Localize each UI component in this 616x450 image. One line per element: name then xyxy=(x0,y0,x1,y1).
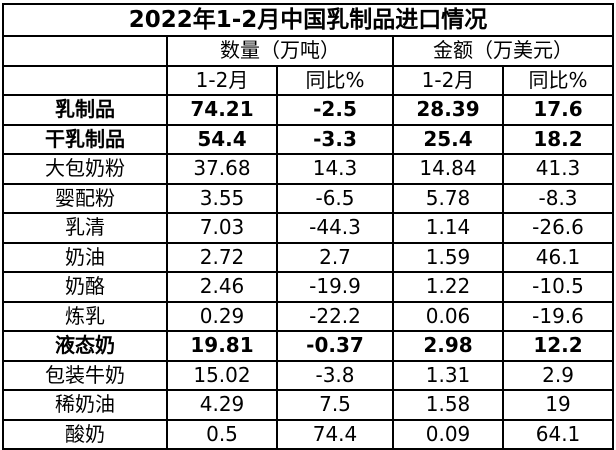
table-row: 奶油 2.72 2.7 1.59 46.1 xyxy=(2,241,615,273)
title-row: 2022年1-2月中国乳制品进口情况 xyxy=(1,3,615,37)
amount-header: 金额（万美元） xyxy=(391,35,615,67)
table-cell: 2.9 xyxy=(501,359,615,391)
table-row: 乳制品 74.21 -2.5 28.39 17.6 xyxy=(2,94,615,126)
row-label: 乳清 xyxy=(2,212,168,244)
table-row: 婴配粉 3.55 -6.5 5.78 -8.3 xyxy=(2,182,615,214)
table-cell: 1.31 xyxy=(392,359,504,391)
table-cell: 54.4 xyxy=(166,123,278,155)
table-cell: 46.1 xyxy=(501,241,615,273)
table-cell: -22.2 xyxy=(276,300,394,332)
sub-header-row: 1-2月 同比% 1-2月 同比% xyxy=(2,64,615,96)
table-row: 乳清 7.03 -44.3 1.14 -26.6 xyxy=(2,212,615,244)
table-cell: -3.8 xyxy=(276,359,394,391)
table-cell: 2.46 xyxy=(166,271,278,303)
sub-header: 同比% xyxy=(276,64,394,96)
group-header-row: 数量（万吨） 金额（万美元） xyxy=(2,35,615,67)
table-cell: 15.02 xyxy=(166,359,278,391)
table-cell: 4.29 xyxy=(166,389,278,421)
table-cell: 14.84 xyxy=(392,153,504,185)
table-cell: 0.09 xyxy=(392,418,504,450)
table-cell: 0.5 xyxy=(166,418,278,450)
table-cell: -8.3 xyxy=(501,182,615,214)
sub-header: 1-2月 xyxy=(392,64,504,96)
table-cell: 7.03 xyxy=(166,212,278,244)
row-label: 大包奶粉 xyxy=(2,153,168,185)
table-cell: 41.3 xyxy=(501,153,615,185)
table-cell: -3.3 xyxy=(276,123,394,155)
table-cell: 28.39 xyxy=(392,94,504,126)
table-cell: 19.81 xyxy=(166,330,278,362)
table-title: 2022年1-2月中国乳制品进口情况 xyxy=(1,3,615,37)
table-cell: -6.5 xyxy=(276,182,394,214)
table-cell: 1.59 xyxy=(392,241,504,273)
table-cell: 2.98 xyxy=(392,330,504,362)
quantity-header: 数量（万吨） xyxy=(166,35,394,67)
row-label: 酸奶 xyxy=(2,418,168,450)
table-cell: -2.5 xyxy=(276,94,394,126)
table-cell: 14.3 xyxy=(276,153,394,185)
table-cell: 7.5 xyxy=(276,389,394,421)
table-cell: 37.68 xyxy=(166,153,278,185)
table-cell: -44.3 xyxy=(276,212,394,244)
table-row: 包装牛奶 15.02 -3.8 1.31 2.9 xyxy=(2,359,615,391)
table-cell: 5.78 xyxy=(392,182,504,214)
row-label: 炼乳 xyxy=(2,300,168,332)
sub-header: 同比% xyxy=(501,64,615,96)
table-cell: -26.6 xyxy=(501,212,615,244)
row-label: 包装牛奶 xyxy=(2,359,168,391)
table-cell: 1.14 xyxy=(392,212,504,244)
table-cell: 1.22 xyxy=(392,271,504,303)
table-row: 大包奶粉 37.68 14.3 14.84 41.3 xyxy=(2,153,615,185)
table-row: 稀奶油 4.29 7.5 1.58 19 xyxy=(2,389,615,421)
table-cell: -19.9 xyxy=(276,271,394,303)
table-cell: 3.55 xyxy=(166,182,278,214)
table-cell: 74.4 xyxy=(276,418,394,450)
table-cell: 64.1 xyxy=(501,418,615,450)
table-cell: 74.21 xyxy=(166,94,278,126)
row-label: 干乳制品 xyxy=(2,123,168,155)
table-cell: 0.06 xyxy=(392,300,504,332)
import-table: 2022年1-2月中国乳制品进口情况 数量（万吨） 金额（万美元） 1-2月 同… xyxy=(1,3,615,450)
row-label: 液态奶 xyxy=(2,330,168,362)
row-label: 奶酪 xyxy=(2,271,168,303)
table-cell: -19.6 xyxy=(501,300,615,332)
table-cell: -10.5 xyxy=(501,271,615,303)
table-cell: 1.58 xyxy=(392,389,504,421)
row-label: 婴配粉 xyxy=(2,182,168,214)
corner-cell xyxy=(2,35,168,67)
table-cell: 19 xyxy=(501,389,615,421)
table-cell: 17.6 xyxy=(501,94,615,126)
table-cell: 0.29 xyxy=(166,300,278,332)
table-cell: -0.37 xyxy=(276,330,394,362)
table-cell: 25.4 xyxy=(392,123,504,155)
table-cell: 18.2 xyxy=(501,123,615,155)
table-row: 奶酪 2.46 -19.9 1.22 -10.5 xyxy=(2,271,615,303)
row-label: 奶油 xyxy=(2,241,168,273)
table-row: 酸奶 0.5 74.4 0.09 64.1 xyxy=(2,418,615,450)
sub-header: 1-2月 xyxy=(166,64,278,96)
corner-cell xyxy=(2,64,168,96)
row-label: 乳制品 xyxy=(2,94,168,126)
table-row: 干乳制品 54.4 -3.3 25.4 18.2 xyxy=(2,123,615,155)
row-label: 稀奶油 xyxy=(2,389,168,421)
table-cell: 2.72 xyxy=(166,241,278,273)
table-cell: 12.2 xyxy=(501,330,615,362)
table-cell: 2.7 xyxy=(276,241,394,273)
table-row: 液态奶 19.81 -0.37 2.98 12.2 xyxy=(2,330,615,362)
table-row: 炼乳 0.29 -22.2 0.06 -19.6 xyxy=(2,300,615,332)
